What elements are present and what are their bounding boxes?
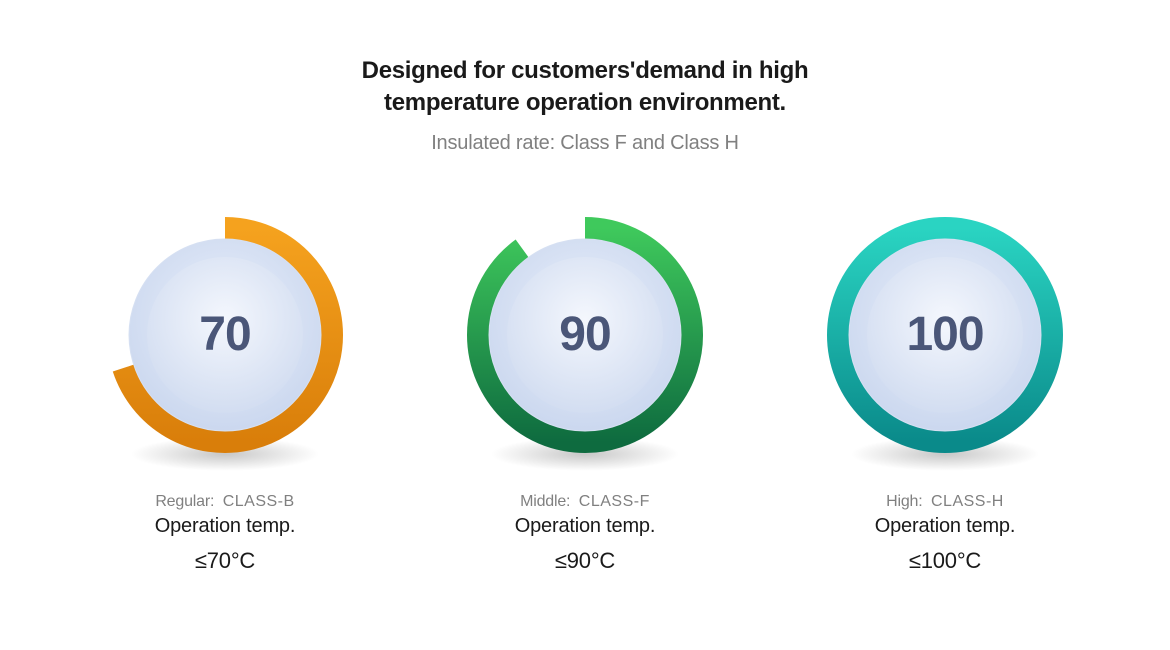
gauge-dial: 70 — [95, 205, 355, 465]
gauge-tier-label: Regular: — [155, 493, 214, 510]
gauge-limit-label: ≤90°C — [515, 548, 655, 574]
gauge-class-line: Middle: CLASS-F — [515, 493, 655, 511]
gauge-dial: 90 — [455, 205, 715, 465]
gauge-unit: 100 High: CLASS-H Operation temp. ≤100°C — [815, 205, 1075, 574]
gauge-value: 100 — [815, 205, 1075, 465]
gauge-value: 70 — [95, 205, 355, 465]
gauge-operation-label: Operation temp. — [875, 515, 1015, 538]
gauge-limit-label: ≤100°C — [875, 548, 1015, 574]
gauges-row: 70 Regular: CLASS-B Operation temp. ≤70°… — [95, 205, 1075, 574]
gauge-labels: Regular: CLASS-B Operation temp. ≤70°C — [155, 493, 295, 574]
gauge-dial: 100 — [815, 205, 1075, 465]
gauge-tier-label: High: — [886, 493, 922, 510]
gauge-operation-label: Operation temp. — [515, 515, 655, 538]
gauge-limit-label: ≤70°C — [155, 548, 295, 574]
title-line-2: temperature operation environment. — [384, 89, 786, 116]
gauge-class-label: CLASS-H — [931, 493, 1004, 510]
gauge-labels: High: CLASS-H Operation temp. ≤100°C — [875, 493, 1015, 574]
gauge-unit: 90 Middle: CLASS-F Operation temp. ≤90°C — [455, 205, 715, 574]
gauge-unit: 70 Regular: CLASS-B Operation temp. ≤70°… — [95, 205, 355, 574]
gauge-class-label: CLASS-F — [579, 493, 650, 510]
gauge-class-line: Regular: CLASS-B — [155, 493, 295, 511]
gauge-class-label: CLASS-B — [223, 493, 295, 510]
page-title: Designed for customers'demand in high te… — [362, 55, 809, 120]
gauge-class-line: High: CLASS-H — [875, 493, 1015, 511]
title-line-1: Designed for customers'demand in high — [362, 57, 809, 84]
gauge-operation-label: Operation temp. — [155, 515, 295, 538]
gauge-value: 90 — [455, 205, 715, 465]
page-subtitle: Insulated rate: Class F and Class H — [431, 132, 739, 155]
gauge-labels: Middle: CLASS-F Operation temp. ≤90°C — [515, 493, 655, 574]
gauge-tier-label: Middle: — [520, 493, 570, 510]
